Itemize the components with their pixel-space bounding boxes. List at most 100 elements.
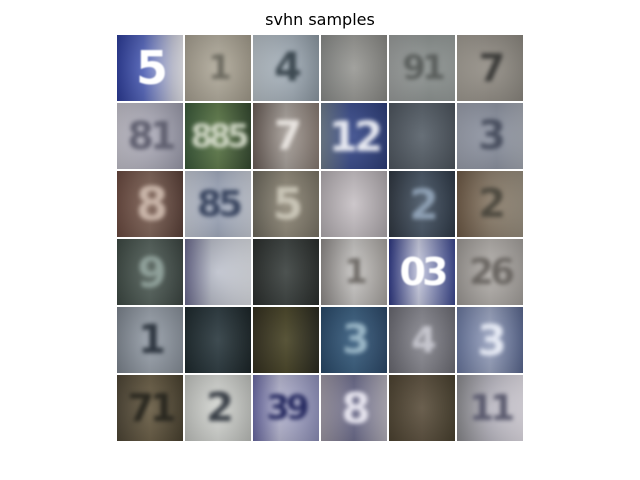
tile-shading (389, 171, 455, 237)
tile-shading (185, 239, 251, 305)
house-number-digits: 03 (399, 250, 449, 294)
tile-shading (457, 171, 523, 237)
sample-image-tile: 3 (321, 307, 387, 373)
sample-image-tile (253, 307, 319, 373)
house-number-digits: 2 (409, 179, 438, 229)
tile-shading (321, 375, 387, 441)
sample-image-tile (253, 239, 319, 305)
house-number-digits: 11 (468, 387, 515, 429)
tile-shading (253, 103, 319, 169)
tile-shading (117, 307, 183, 373)
sample-image-tile (185, 239, 251, 305)
sample-image-tile (321, 35, 387, 101)
tile-shading (457, 239, 523, 305)
house-number-digits: 81 (127, 114, 177, 158)
sample-image-tile (389, 103, 455, 169)
tile-shading (389, 239, 455, 305)
sample-image-tile: 11 (457, 375, 523, 441)
tile-shading (389, 35, 455, 101)
tile-shading (457, 307, 523, 373)
tile-shading (321, 239, 387, 305)
tile-shading (253, 35, 319, 101)
tile-shading (321, 307, 387, 373)
tile-shading (185, 103, 251, 169)
house-number-digits: 39 (266, 388, 309, 428)
sample-image-tile: 1 (117, 307, 183, 373)
tile-shading (321, 171, 387, 237)
sample-image-tile (185, 307, 251, 373)
figure-title: svhn samples (265, 10, 375, 29)
tile-shading (253, 239, 319, 305)
sample-image-tile: 12 (321, 103, 387, 169)
house-number-digits: 4 (411, 319, 436, 361)
tile-shading (457, 35, 523, 101)
house-number-digits: 3 (478, 113, 506, 159)
house-number-digits: 12 (328, 111, 383, 161)
sample-image-tile: 3 (457, 307, 523, 373)
house-number-digits: 9 (137, 247, 166, 297)
sample-image-tile: 7 (457, 35, 523, 101)
house-number-digits: 26 (468, 251, 515, 293)
tile-shading (253, 307, 319, 373)
sample-image-tile: 5 (253, 171, 319, 237)
house-number-digits: 85 (196, 183, 243, 225)
tile-shading (457, 375, 523, 441)
sample-image-tile: 2 (389, 171, 455, 237)
tile-shading (117, 239, 183, 305)
house-number-digits: 885 (190, 117, 250, 155)
house-number-digits: 3 (342, 317, 370, 363)
tile-shading (321, 103, 387, 169)
sample-image-tile: 9 (117, 239, 183, 305)
house-number-digits: 3 (477, 315, 506, 365)
sample-image-tile: 81 (117, 103, 183, 169)
sample-image-tile: 71 (117, 375, 183, 441)
sample-image-tile: 8 (117, 171, 183, 237)
tile-shading (185, 171, 251, 237)
sample-image-tile (389, 375, 455, 441)
house-number-digits: 7 (478, 46, 505, 90)
sample-grid: 5 1 4 91 7 81 885 7 12 3 8 85 5 2 2 9 1 03 26 1 3 4 3 71 2 39 8 11 (117, 35, 523, 441)
tile-shading (185, 307, 251, 373)
sample-image-tile: 91 (389, 35, 455, 101)
sample-image-tile: 85 (185, 171, 251, 237)
sample-image-tile: 3 (457, 103, 523, 169)
sample-image-tile: 1 (321, 239, 387, 305)
tile-shading (253, 171, 319, 237)
house-number-digits: 5 (135, 41, 168, 95)
house-number-digits: 4 (274, 45, 302, 91)
sample-image-tile: 8 (321, 375, 387, 441)
house-number-digits: 71 (127, 386, 177, 430)
house-number-digits: 5 (272, 178, 304, 230)
tile-shading (117, 35, 183, 101)
sample-image-tile: 1 (185, 35, 251, 101)
sample-image-tile: 26 (457, 239, 523, 305)
sample-image-tile: 4 (253, 35, 319, 101)
sample-image-tile: 2 (185, 375, 251, 441)
tile-shading (185, 375, 251, 441)
house-number-digits: 2 (206, 385, 234, 431)
sample-image-tile (321, 171, 387, 237)
sample-image-tile: 5 (117, 35, 183, 101)
sample-image-tile: 885 (185, 103, 251, 169)
tile-shading (185, 35, 251, 101)
house-number-digits: 91 (402, 48, 445, 88)
tile-shading (117, 375, 183, 441)
tile-shading (389, 375, 455, 441)
house-number-digits: 1 (138, 317, 166, 363)
tile-shading (117, 171, 183, 237)
house-number-digits: 1 (344, 252, 368, 292)
house-number-digits: 8 (135, 177, 168, 231)
sample-image-tile: 03 (389, 239, 455, 305)
house-number-digits: 8 (341, 383, 370, 433)
house-number-digits: 2 (478, 181, 506, 227)
tile-shading (389, 103, 455, 169)
sample-image-tile: 7 (253, 103, 319, 169)
tile-shading (253, 375, 319, 441)
tile-shading (321, 35, 387, 101)
house-number-digits: 1 (208, 48, 232, 88)
tile-shading (117, 103, 183, 169)
sample-image-tile: 4 (389, 307, 455, 373)
house-number-digits: 7 (274, 113, 302, 159)
tile-shading (389, 307, 455, 373)
sample-image-tile: 39 (253, 375, 319, 441)
